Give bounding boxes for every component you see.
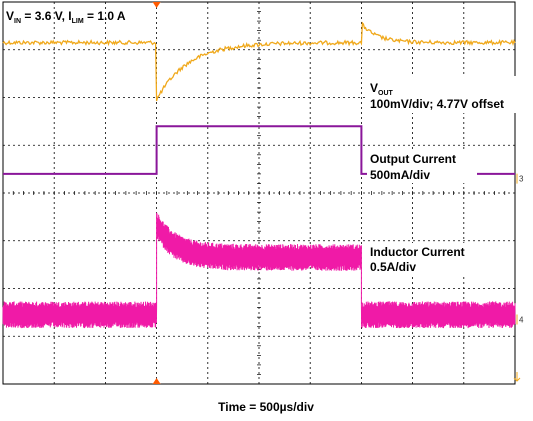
output-current-scale: 500mA/div: [370, 168, 430, 182]
scope-grid: [2, 1, 516, 385]
channel-marker-4: 4: [519, 316, 524, 325]
trigger-marker-top-icon: [152, 2, 161, 8]
scope-markers: 34: [152, 2, 524, 384]
vout-trace: [2, 21, 516, 102]
inductor-current-name: Inductor Current: [370, 245, 465, 259]
vout-label: VOUT 100mV/div; 4.77V offset: [367, 76, 517, 113]
time-base-label: Time = 500µs/div: [218, 400, 314, 414]
inductor-current-label: Inductor Current 0.5A/div: [367, 243, 485, 275]
inductor-current-trace: [2, 212, 516, 329]
vout-label-name: VOUT: [370, 81, 394, 97]
inductor-current-scale: 0.5A/div: [370, 260, 416, 274]
input-conditions-label: VIN = 3.6 V, ILIM = 1.0 A: [6, 9, 126, 25]
output-current-label: Output Current 500mA/div: [367, 149, 477, 183]
vout-scale-label: 100mV/div; 4.77V offset: [370, 97, 504, 111]
trigger-marker-bottom-icon: [152, 378, 161, 384]
output-current-name: Output Current: [370, 152, 456, 166]
ground-arrow-icon: [513, 372, 521, 382]
channel-marker-3: 3: [519, 175, 524, 184]
